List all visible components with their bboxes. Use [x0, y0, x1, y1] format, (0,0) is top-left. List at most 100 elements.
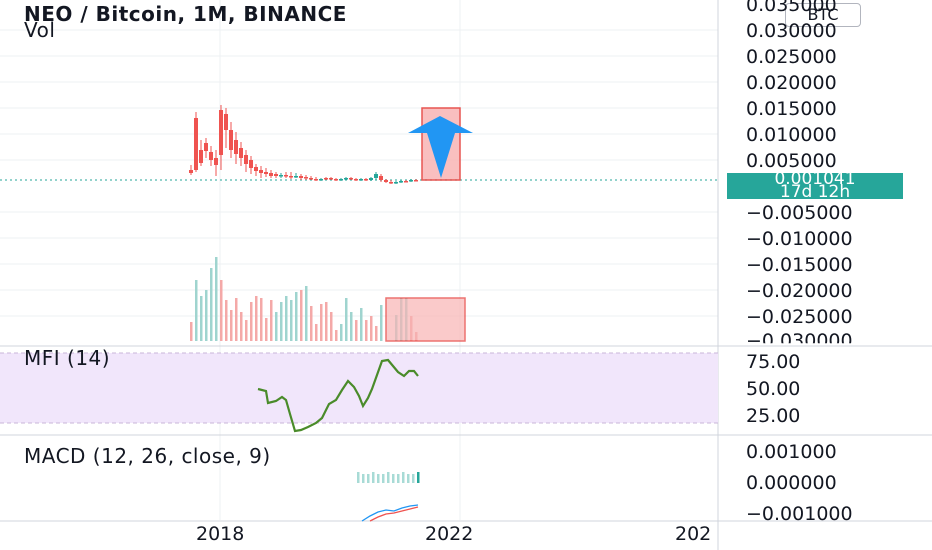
candle: [224, 114, 228, 130]
last-price-tag: 0.001041 17d 12h: [727, 169, 903, 201]
candle: [279, 175, 283, 177]
price-axis-label: −0.005000: [746, 202, 853, 224]
candle: [314, 179, 318, 181]
volume-bar: [330, 312, 333, 341]
candle: [269, 173, 273, 176]
volume-bar: [320, 304, 323, 341]
mfi-line: [257, 358, 419, 433]
candle: [264, 172, 268, 174]
macd-histogram-bar: [397, 474, 400, 483]
macd-histogram: [357, 472, 420, 483]
volume-bar: [365, 320, 368, 341]
candle: [259, 170, 263, 173]
candle: [339, 179, 343, 181]
price-axis-label: 0.025000: [746, 46, 837, 68]
candle: [404, 181, 408, 183]
mfi-axis-label: 25.00: [746, 405, 801, 427]
volume-bar: [205, 290, 208, 341]
signal-line: [369, 506, 419, 522]
candle: [244, 155, 248, 164]
time-axis-label: 202: [675, 523, 712, 545]
candle: [304, 177, 308, 179]
price-axis-label: −0.025000: [746, 306, 853, 328]
time-axis-label: 2018: [196, 523, 245, 545]
volume-bar: [300, 290, 303, 341]
candle: [334, 179, 338, 181]
symbol-title: NEO / Bitcoin, 1M, BINANCE: [24, 2, 347, 26]
candle: [299, 176, 303, 178]
volume-bar: [325, 302, 328, 341]
price-axis-label: 0.005000: [746, 150, 837, 172]
price-axis-label: −0.010000: [746, 228, 853, 250]
candle: [219, 110, 223, 155]
volume-bar: [370, 316, 373, 341]
candle: [394, 182, 398, 184]
volume-bar: [345, 298, 348, 341]
macd-histogram-bar: [367, 474, 370, 483]
volume-bar: [360, 308, 363, 341]
mfi-title: MFI (14): [24, 346, 111, 370]
macd-histogram-bar: [382, 474, 385, 483]
macd-line: [361, 504, 419, 522]
candle: [284, 175, 288, 177]
volume-bar: [380, 305, 383, 341]
price-axis-label: 0.030000: [746, 20, 837, 42]
volume-bar: [275, 312, 278, 341]
volume-bar: [290, 300, 293, 341]
candle: [399, 181, 403, 183]
volume-bar: [250, 302, 253, 341]
candle: [199, 150, 203, 163]
mfi-band: [0, 353, 718, 423]
volume-bar: [315, 324, 318, 341]
macd-histogram-bar: [402, 472, 405, 483]
volume-bar: [295, 292, 298, 341]
candle: [189, 170, 193, 173]
mfi-axis-label: 50.00: [746, 378, 801, 400]
volume-bar: [355, 320, 358, 341]
candle: [234, 140, 238, 154]
volume-label: Vol: [24, 18, 56, 42]
currency-badge[interactable]: BTC: [785, 3, 861, 27]
price-axis-label: 0.010000: [746, 124, 837, 146]
volume-bar: [265, 318, 268, 341]
volume-bar: [215, 257, 218, 341]
price-axis-label: 0.035000: [746, 0, 837, 16]
candle: [409, 180, 413, 182]
candle: [359, 179, 363, 181]
macd-histogram-bar: [407, 474, 410, 483]
candle: [194, 118, 198, 170]
candles: [189, 105, 418, 184]
volume-bar: [310, 306, 313, 341]
macd-histogram-bar: [387, 472, 390, 483]
volume-bar: [340, 324, 343, 341]
up-arrow-icon: [408, 116, 473, 178]
volume-bar: [270, 300, 273, 341]
candle: [319, 179, 323, 181]
volume-highlight-box: [385, 297, 466, 342]
volume-bar: [260, 298, 263, 341]
macd-histogram-bar: [417, 472, 420, 483]
candle: [274, 174, 278, 176]
time-axis-label: 2022: [425, 523, 474, 545]
candle: [289, 176, 293, 178]
macd-title: MACD (12, 26, close, 9): [24, 444, 271, 468]
last-price-value: 0.001041: [774, 169, 856, 189]
grid: [0, 0, 718, 520]
price-axis-label: −0.020000: [746, 280, 853, 302]
candle: [294, 176, 298, 178]
volume-bar: [285, 296, 288, 341]
macd-histogram-bar: [357, 472, 360, 483]
price-axis-label: −0.015000: [746, 254, 853, 276]
candle: [229, 130, 233, 150]
macd-axis-label: 0.000000: [746, 472, 837, 494]
candle: [254, 167, 258, 171]
candle: [329, 178, 333, 180]
macd-histogram-bar: [377, 474, 380, 483]
volume-bar: [200, 296, 203, 341]
macd-axis-label: 0.001000: [746, 441, 837, 463]
candle: [369, 178, 373, 180]
macd-histogram-bar: [412, 474, 415, 483]
candle: [239, 148, 243, 158]
candle: [214, 158, 218, 165]
